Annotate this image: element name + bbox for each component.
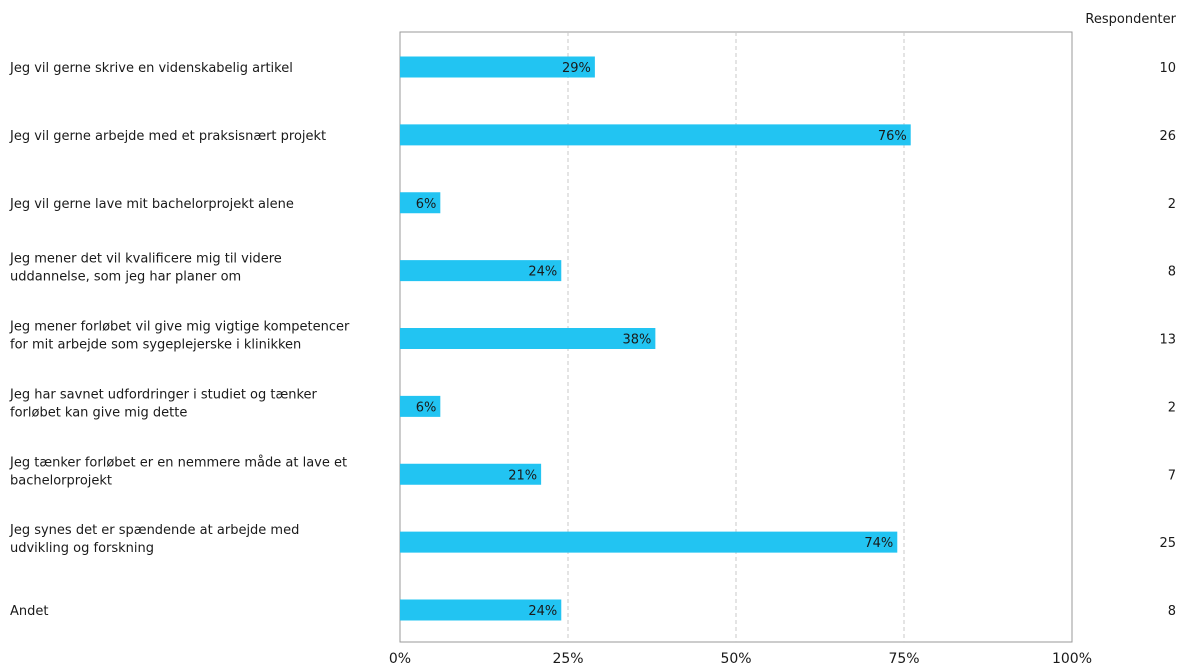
category-label: Jeg vil gerne skrive en videnskabelig ar… [9, 61, 293, 76]
bar-value-label: 76% [878, 129, 907, 144]
category-label: uddannelse, som jeg har planer om [10, 270, 241, 285]
bar [400, 124, 911, 146]
bar [400, 56, 595, 78]
bar [400, 192, 441, 214]
category-label: udvikling og forskning [10, 541, 154, 556]
bar [400, 463, 542, 485]
category-label: Jeg tænker forløbet er en nemmere måde a… [9, 455, 347, 470]
respondent-count: 2 [1168, 197, 1176, 212]
x-tick-label: 25% [552, 651, 583, 666]
bar [400, 260, 562, 282]
respondent-count: 8 [1168, 604, 1176, 619]
respondent-count: 7 [1168, 468, 1176, 483]
bar [400, 531, 898, 553]
respondents-header: Respondenter [1085, 12, 1176, 27]
category-label: Jeg mener det vil kvalificere mig til vi… [9, 252, 282, 267]
category-label: forløbet kan give mig dette [10, 405, 187, 420]
bar-value-label: 24% [528, 265, 557, 280]
bar-value-label: 29% [562, 61, 591, 76]
bar [400, 328, 656, 349]
x-tick-label: 75% [888, 651, 919, 666]
x-tick-label: 0% [389, 651, 411, 666]
respondent-count: 2 [1168, 400, 1176, 415]
bar-value-label: 38% [622, 333, 651, 348]
category-label: Jeg mener forløbet vil give mig vigtige … [9, 320, 350, 335]
x-tick-label: 50% [720, 651, 751, 666]
bar-value-label: 21% [508, 468, 537, 483]
respondent-count: 25 [1159, 536, 1176, 551]
x-tick-label: 100% [1052, 651, 1092, 666]
bar-value-label: 6% [416, 197, 437, 212]
category-label: Jeg har savnet udfordringer i studiet og… [9, 387, 318, 402]
category-label: Jeg synes det er spændende at arbejde me… [9, 523, 299, 538]
bar [400, 395, 441, 417]
respondent-count: 13 [1159, 333, 1176, 348]
bar-value-label: 74% [864, 536, 893, 551]
respondent-count: 8 [1168, 265, 1176, 280]
bar [400, 599, 562, 621]
category-label: bachelorprojekt [10, 473, 112, 488]
category-label: Jeg vil gerne arbejde med et praksisnært… [9, 129, 326, 144]
bar-value-label: 6% [416, 400, 437, 415]
respondent-count: 10 [1159, 61, 1176, 76]
category-label: Andet [10, 604, 48, 619]
category-label: for mit arbejde som sygeplejerske i klin… [10, 338, 301, 353]
bar-value-label: 24% [528, 604, 557, 619]
category-label: Jeg vil gerne lave mit bachelorprojekt a… [9, 197, 294, 212]
respondent-count: 26 [1159, 129, 1176, 144]
